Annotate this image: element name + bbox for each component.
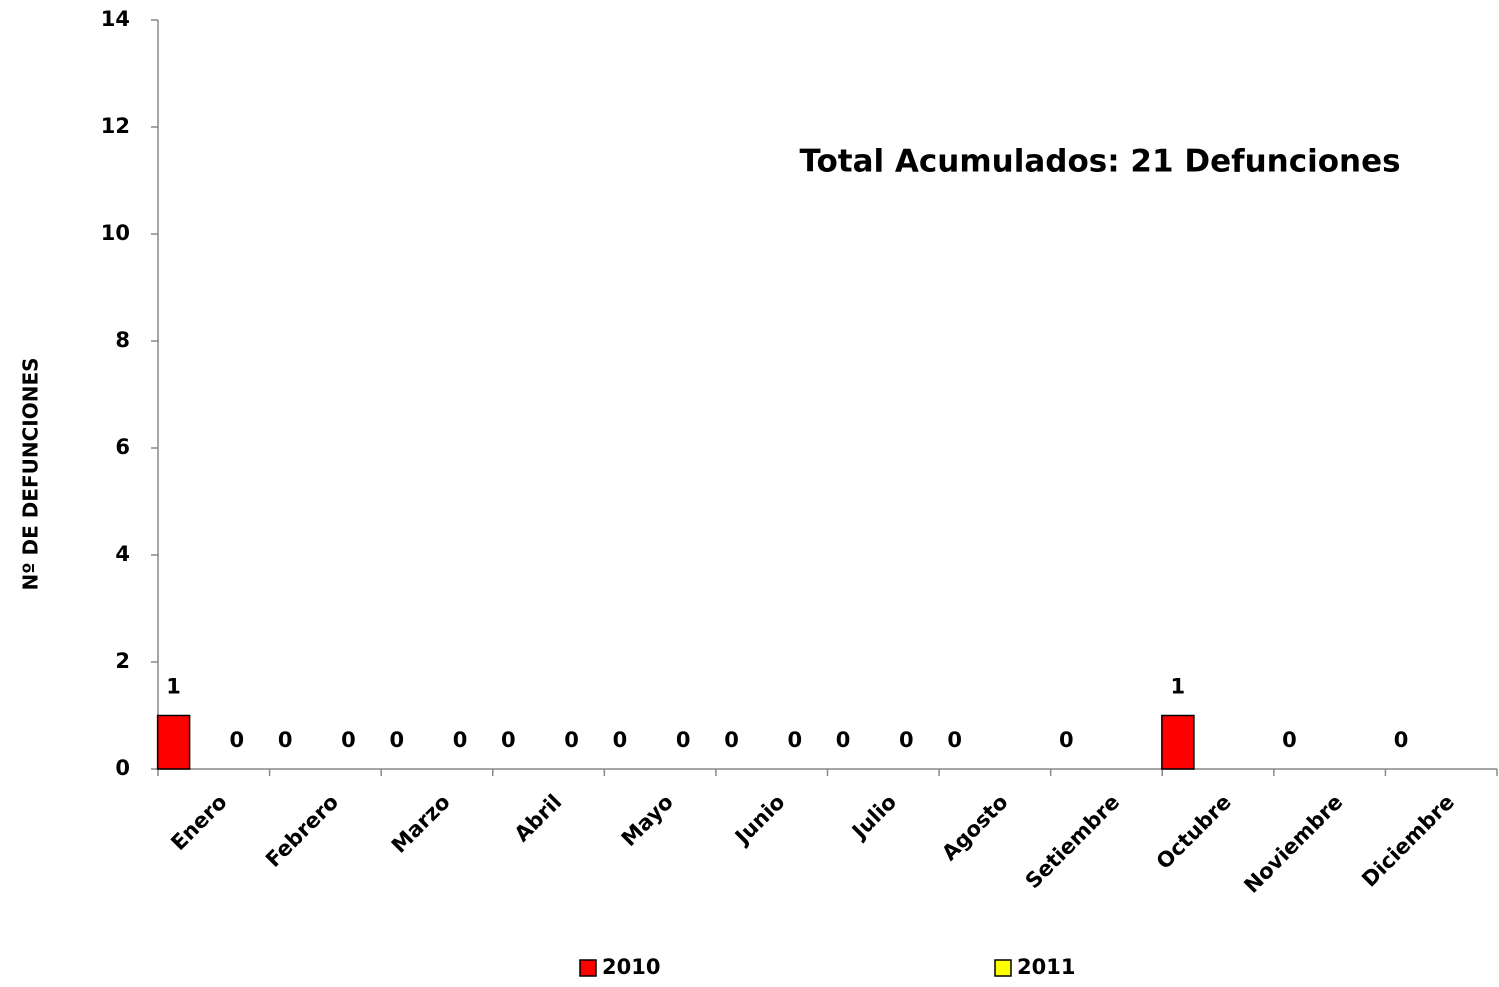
legend-label: 2011: [1017, 955, 1075, 979]
data-label: 0: [501, 728, 516, 752]
data-label: 0: [341, 728, 356, 752]
data-label: 0: [724, 728, 739, 752]
x-tick-label: Junio: [729, 790, 789, 850]
y-axis-title: Nº DE DEFUNCIONES: [19, 357, 43, 590]
legend-label: 2010: [602, 955, 660, 979]
x-tick-label: Setiembre: [1021, 790, 1125, 894]
x-tick-label: Enero: [166, 790, 231, 855]
y-tick-label: 6: [115, 435, 130, 459]
data-label: 0: [613, 728, 628, 752]
y-tick-label: 12: [101, 114, 130, 138]
x-tick-label: Diciembre: [1357, 790, 1459, 892]
x-tick-label: Noviembre: [1239, 790, 1347, 898]
data-label: 0: [836, 728, 851, 752]
x-tick-label: Febrero: [261, 790, 343, 872]
data-label: 0: [787, 728, 802, 752]
data-label: 0: [1282, 728, 1297, 752]
data-label: 0: [676, 728, 691, 752]
y-tick-label: 10: [101, 221, 130, 245]
legend-swatch: [579, 959, 597, 977]
data-label: 1: [166, 675, 181, 699]
y-tick-label: 4: [115, 542, 130, 566]
legend-swatch: [994, 959, 1012, 977]
y-tick-label: 14: [101, 7, 130, 31]
data-label: 0: [899, 728, 914, 752]
x-tick-label: Mayo: [617, 790, 678, 851]
data-label: 0: [389, 728, 404, 752]
data-label: 0: [1059, 728, 1074, 752]
y-tick-label: 0: [115, 756, 130, 780]
x-tick-label: Julio: [846, 790, 901, 845]
data-label: 0: [1394, 728, 1409, 752]
bar: [1161, 714, 1195, 770]
x-tick-label: Marzo: [387, 790, 455, 858]
y-tick-label: 8: [115, 328, 130, 352]
data-label: 0: [564, 728, 579, 752]
data-label: 0: [278, 728, 293, 752]
data-label: 1: [1171, 675, 1186, 699]
y-tick-label: 2: [115, 649, 130, 673]
x-tick-label: Agosto: [937, 790, 1012, 865]
x-tick-label: Octubre: [1152, 790, 1236, 874]
x-tick-label: Abril: [510, 790, 567, 847]
data-label: 0: [453, 728, 468, 752]
data-label: 0: [230, 728, 245, 752]
data-label: 0: [947, 728, 962, 752]
annotation: Total Acumulados: 21 Defunciones: [799, 144, 1400, 180]
bar: [156, 714, 191, 770]
